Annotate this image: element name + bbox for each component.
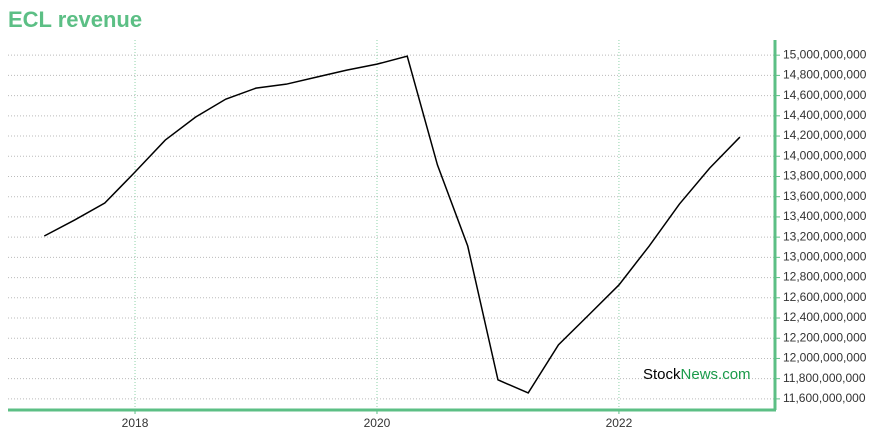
watermark-part: News.com [681,366,751,383]
line [43,55,741,394]
watermark-part: Stock [643,366,681,383]
y-tick-label: 13,200,000,000 [783,229,867,243]
y-tick-label: 14,400,000,000 [783,108,867,122]
y-tick-label: 12,600,000,000 [783,290,867,304]
y-tick-label: 12,400,000,000 [783,310,867,324]
y-tick-label: 14,600,000,000 [783,88,867,102]
y-tick-label: 13,800,000,000 [783,169,867,183]
y-tick-label: 11,600,000,000 [783,391,866,405]
watermark: StockNews.com [643,366,751,383]
y-tick-label: 14,200,000,000 [783,128,867,142]
y-tick-label: 14,800,000,000 [783,68,867,82]
y-tick-label: 13,400,000,000 [783,209,867,223]
y-tick-label: 13,600,000,000 [783,189,867,203]
x-tick-label: 2022 [606,416,633,430]
x-tick-label: 2018 [122,416,149,430]
chart-title: ECL revenue [8,7,142,32]
y-tick-label: 11,800,000,000 [783,371,866,385]
y-tick-label: 12,000,000,000 [783,351,867,365]
y-tick-label: 12,800,000,000 [783,270,867,284]
x-tick-label: 2020 [364,416,391,430]
y-tick-label: 15,000,000,000 [783,47,867,61]
y-tick-label: 13,000,000,000 [783,250,867,264]
y-tick-label: 12,200,000,000 [783,330,867,344]
y-tick-label: 14,000,000,000 [783,148,867,162]
